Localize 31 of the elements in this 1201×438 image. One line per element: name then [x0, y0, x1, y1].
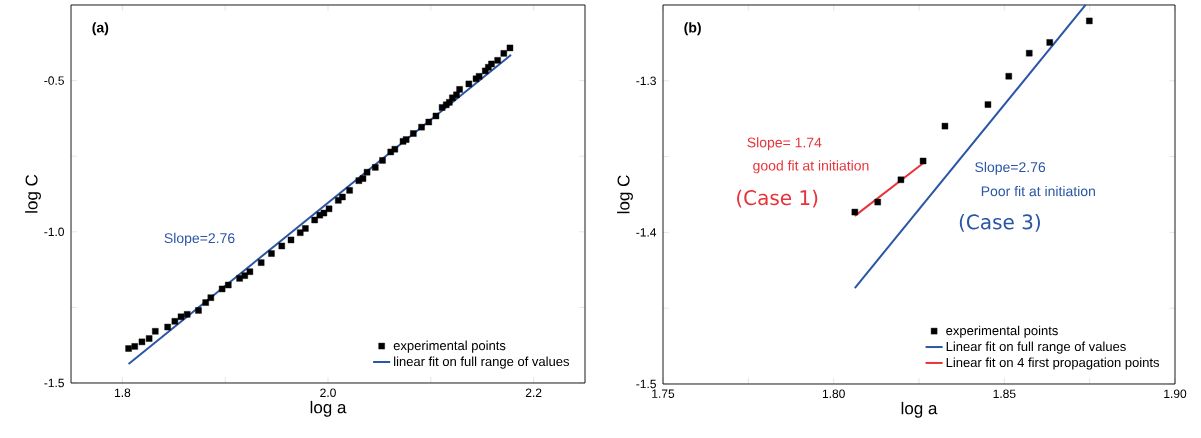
legend-label: linear fit on full range of values [394, 356, 570, 369]
legend-label: Linear fit on full range of values [946, 341, 1126, 354]
y-axis-title: log C [617, 175, 633, 214]
x-axis-title: log a [310, 400, 347, 417]
text: (a) [92, 22, 109, 36]
x-tick-label: 2.0 [320, 388, 336, 398]
x-tick-label: 1.90 [1164, 389, 1187, 399]
annotation: (Case 1) [737, 189, 818, 208]
x-tick-label: 1.75 [652, 389, 675, 398]
legend-label: Linear fit on 4 first propagation points [946, 357, 1160, 370]
annotation: good fit at initiation [753, 160, 869, 174]
x-axis-title: log a [901, 401, 938, 418]
y-tick-label: -0.5 [44, 76, 64, 85]
x-tick-label: 1.8 [114, 388, 131, 398]
y-tick-label: -1.3 [636, 76, 656, 86]
annotation: Poor fit at initiation [981, 185, 1095, 197]
y-axis-title: log C [25, 174, 41, 213]
annotation: (Case 3) [959, 214, 1040, 232]
x-tick-label: 1.85 [993, 389, 1016, 399]
x-tick-label: 1.80 [822, 389, 845, 399]
y-tick-label: -1.4 [636, 228, 657, 237]
annotation: Slope= 1.74 [747, 137, 822, 151]
annotation: Slope=2.76 [164, 232, 235, 246]
y-tick-label: -1.5 [636, 379, 656, 389]
annotation: Slope=2.76 [975, 161, 1046, 175]
legend-label: experimental points [393, 340, 506, 353]
y-tick-label: -1.0 [44, 227, 65, 237]
text: (b) [684, 22, 701, 36]
legend-label: experimental points [946, 325, 1058, 338]
y-tick-label: -1.5 [44, 378, 64, 388]
x-tick-label: 2.2 [525, 388, 542, 397]
